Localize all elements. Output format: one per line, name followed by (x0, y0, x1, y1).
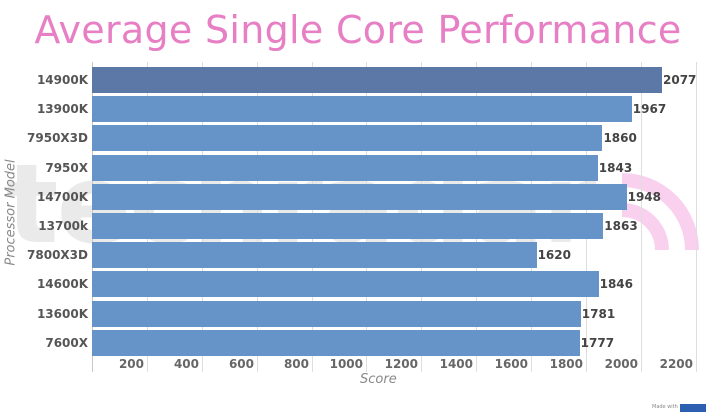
x-tick-label: 200 (118, 357, 144, 371)
x-tick-label: 2000 (604, 357, 638, 371)
category-label: 13900K (36, 102, 88, 117)
x-tick-label: 1800 (549, 357, 583, 371)
x-tick-label: 400 (173, 357, 199, 371)
bar-7950x[interactable] (92, 154, 598, 181)
data-label: 1777 (580, 335, 615, 350)
data-label: 1967 (632, 102, 667, 117)
data-label: 1863 (604, 219, 638, 233)
x-tick-label: 600 (228, 357, 254, 371)
bar-13900k[interactable] (92, 96, 632, 123)
bar-14700k[interactable] (92, 183, 627, 210)
x-tick-label: 1000 (329, 357, 363, 371)
x-tick-label: 1400 (439, 357, 473, 371)
category-label: 7800X3D (27, 248, 88, 263)
chart-title: Average Single Core Performance (34, 8, 682, 52)
category-label: 13700k (38, 219, 88, 233)
gridline (641, 62, 642, 372)
bar-13700k[interactable] (92, 213, 604, 239)
x-tick-label: 800 (283, 357, 309, 371)
infogram-badge[interactable] (680, 404, 706, 412)
category-label: 14900K (36, 73, 88, 87)
plot-area: 200 400 600 800 1000 1200 1400 1600 1800 2000 2200… (27, 62, 716, 372)
x-tick-label: 1200 (384, 357, 418, 371)
x-tick-label: 2200 (659, 357, 693, 371)
bar-14900k[interactable] (92, 67, 662, 93)
bar-7950x3d[interactable] (92, 125, 603, 152)
x-tick-label: 1600 (494, 357, 528, 371)
category-label: 13600K (36, 306, 88, 321)
y-axis-label: Processor Model (3, 159, 19, 266)
data-label: 1781 (581, 306, 616, 321)
data-label: 1620 (537, 248, 571, 263)
data-label: 1846 (599, 277, 633, 292)
category-label: 7950X3D (27, 131, 88, 146)
watermark-signal-icon (621, 173, 699, 251)
gridline (696, 62, 697, 372)
category-label: 14700K (36, 189, 88, 204)
data-label: 1843 (598, 160, 633, 175)
category-label: 14600K (36, 277, 88, 292)
category-label: 7950X (45, 160, 88, 175)
bar-13600k[interactable] (92, 300, 581, 327)
data-label: 1948 (627, 189, 661, 204)
bar-14600k[interactable] (92, 271, 599, 298)
bar-7600x[interactable] (92, 329, 580, 356)
made-with-text: Made with (652, 404, 678, 410)
bar-7800x3d[interactable] (92, 242, 537, 269)
x-axis-label: Score (360, 372, 397, 387)
category-label: 7600X (45, 335, 88, 350)
data-label: 2077 (663, 73, 697, 87)
data-label: 1860 (603, 131, 637, 146)
